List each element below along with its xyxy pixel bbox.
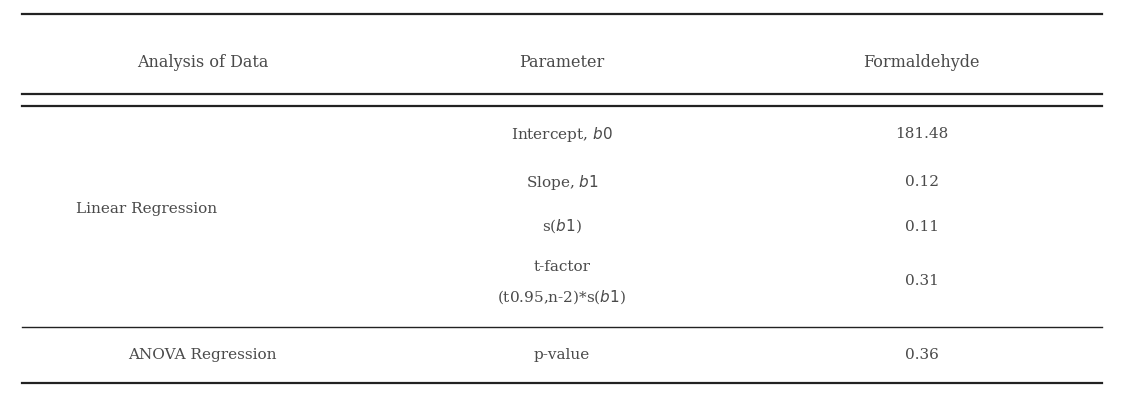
- Text: ANOVA Regression: ANOVA Regression: [128, 348, 277, 362]
- Text: (t0.95,n-2)*s($b\mathit{1}$): (t0.95,n-2)*s($b\mathit{1}$): [498, 288, 626, 306]
- Text: 0.36: 0.36: [905, 348, 939, 362]
- Text: 0.31: 0.31: [905, 274, 939, 288]
- Text: 181.48: 181.48: [895, 128, 949, 141]
- Text: p-value: p-value: [534, 348, 590, 362]
- Text: Analysis of Data: Analysis of Data: [137, 54, 268, 71]
- Text: Slope, $b\mathit{1}$: Slope, $b\mathit{1}$: [526, 173, 598, 192]
- Text: Formaldehyde: Formaldehyde: [863, 54, 980, 71]
- Text: Intercept, $b\mathit{0}$: Intercept, $b\mathit{0}$: [511, 125, 613, 144]
- Text: Parameter: Parameter: [519, 54, 605, 71]
- Text: 0.12: 0.12: [905, 176, 939, 189]
- Text: 0.11: 0.11: [905, 220, 939, 233]
- Text: Linear Regression: Linear Regression: [75, 202, 217, 215]
- Text: t-factor: t-factor: [534, 260, 590, 273]
- Text: s($b\mathit{1}$): s($b\mathit{1}$): [542, 218, 582, 235]
